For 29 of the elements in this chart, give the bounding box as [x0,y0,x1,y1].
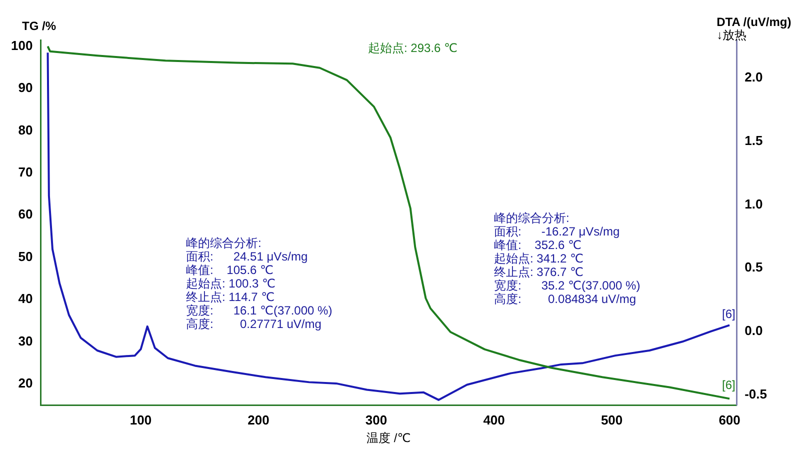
annotation: 起始点: 293.6 ℃ [368,41,458,55]
y-tick-label: 100 [10,38,33,53]
x-tick-label: 100 [130,412,152,428]
annotation: 峰的综合分析: 面积: -16.27 μVs/mg 峰值: 352.6 ℃ 起始点: 341.2 ℃ 终止点: 376.7 ℃ 宽度: 35.2 ℃(37.000 %) 高度: 0.084834 uV/mg [494,211,640,306]
annotation: [6] [722,307,736,321]
y2-tick-label: 2.0 [744,70,763,85]
x-tick-label: 400 [483,412,505,428]
y-tick-label: 60 [18,206,33,222]
x-axis-title: 温度 /℃ [366,431,411,446]
y-tick-label: 50 [18,248,33,264]
y2-tick-label: 1.5 [744,132,763,148]
y2-tick-label: 1.0 [744,196,763,212]
x-tick-label: 600 [718,412,740,428]
y-tick-label: 40 [18,291,33,306]
y-tick-label: 70 [18,164,33,180]
y2-axis-title: DTA /(uV/mg) ↓放热 [716,15,792,42]
y-tick-label: 30 [18,333,33,348]
annotation: [6] [722,378,736,392]
y2-tick-label: -0.5 [744,386,768,402]
y-tick-label: 80 [18,122,33,138]
y-axis-title: TG /% [22,19,56,33]
y2-tick-label: 0.5 [744,260,763,275]
x-tick-label: 200 [248,412,270,428]
y-tick-label: 20 [18,375,33,390]
y2-tick-label: 0.0 [744,323,763,338]
x-tick-label: 500 [600,412,623,428]
annotation: 峰的综合分析: 面积: 24.51 μVs/mg 峰值: 105.6 ℃ 起始点: 100.3 ℃ 终止点: 114.7 ℃ 宽度: 16.1 ℃(37.000 %) 高度: 0.27771 uV/mg [186,236,332,331]
x-tick-label: 300 [365,412,388,428]
y-tick-label: 90 [18,80,33,96]
